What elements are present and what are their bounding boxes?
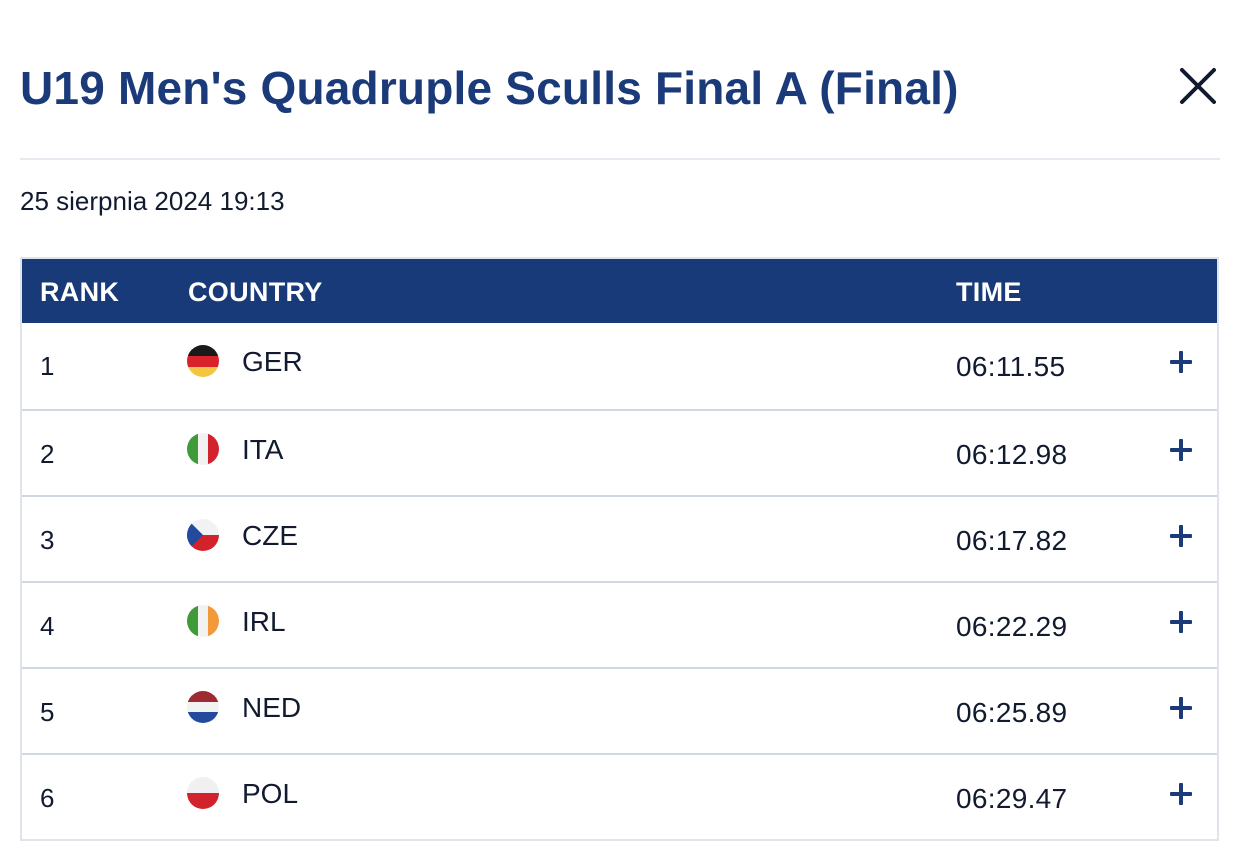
table-row: 2 ITA 06:12.98 <box>22 409 1217 495</box>
country-cell: POL <box>242 778 299 809</box>
modal-header: U19 Men's Quadruple Sculls Final A (Fina… <box>20 0 1220 160</box>
modal-title: U19 Men's Quadruple Sculls Final A (Fina… <box>20 62 959 114</box>
plus-icon[interactable] <box>1168 437 1194 463</box>
rank-cell: 3 <box>40 525 55 555</box>
rank-cell: 4 <box>40 611 55 641</box>
table-row: 3 CZE 06:17.82 <box>22 495 1217 581</box>
flag-germany-icon <box>187 345 219 377</box>
flag-poland-icon <box>187 777 219 809</box>
flag-ireland-icon <box>187 605 219 637</box>
country-cell: GER <box>242 346 303 377</box>
table-row: 6 POL 06:29.47 <box>22 753 1217 839</box>
time-cell: 06:11.55 <box>956 351 1066 382</box>
table-body: 1 GER 06:11.55 2 ITA 06:12.98 3 <box>22 323 1217 839</box>
rank-cell: 1 <box>40 351 55 381</box>
flag-italy-icon <box>187 433 219 465</box>
rank-cell: 6 <box>40 783 55 813</box>
country-cell: IRL <box>242 606 286 637</box>
table-header: RANK COUNTRY TIME <box>22 259 1217 323</box>
header-rank: RANK <box>40 277 120 307</box>
rank-cell: 5 <box>40 697 55 727</box>
header-time: TIME <box>956 277 1022 307</box>
header-country: COUNTRY <box>188 277 323 307</box>
time-cell: 06:17.82 <box>956 525 1068 556</box>
flag-czech-icon <box>187 519 219 551</box>
plus-icon[interactable] <box>1168 781 1194 807</box>
table-row: 5 NED 06:25.89 <box>22 667 1217 753</box>
race-date: 25 sierpnia 2024 19:13 <box>20 186 285 216</box>
plus-icon[interactable] <box>1168 349 1194 375</box>
results-table: RANK COUNTRY TIME 1 GER 06:11.55 2 ITA <box>20 257 1219 841</box>
plus-icon[interactable] <box>1168 523 1194 549</box>
plus-icon[interactable] <box>1168 609 1194 635</box>
time-cell: 06:29.47 <box>956 783 1068 814</box>
close-icon[interactable] <box>1176 64 1220 108</box>
time-cell: 06:12.98 <box>956 439 1068 470</box>
flag-netherlands-icon <box>187 691 219 723</box>
time-cell: 06:22.29 <box>956 611 1068 642</box>
time-cell: 06:25.89 <box>956 697 1068 728</box>
table-row: 1 GER 06:11.55 <box>22 323 1217 409</box>
plus-icon[interactable] <box>1168 695 1194 721</box>
table-row: 4 IRL 06:22.29 <box>22 581 1217 667</box>
rank-cell: 2 <box>40 439 55 469</box>
country-cell: NED <box>242 692 302 723</box>
country-cell: CZE <box>242 520 298 551</box>
country-cell: ITA <box>242 434 284 465</box>
